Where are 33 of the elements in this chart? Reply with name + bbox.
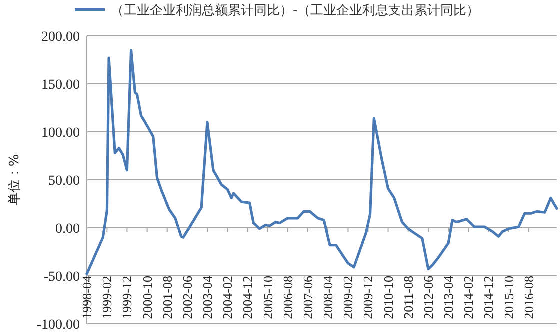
- y-tick-label: 100.00: [42, 126, 80, 141]
- x-tick-label: 2005-10: [260, 276, 276, 320]
- x-tick-label: 2012-06: [420, 276, 436, 320]
- y-tick-label: 150.00: [42, 78, 80, 93]
- y-tick-label: 50.00: [48, 174, 80, 189]
- x-tick-label: 2009-12: [360, 276, 376, 320]
- x-tick-label: 2008-04: [320, 276, 336, 320]
- x-tick-label: 2013-04: [441, 276, 456, 320]
- x-tick-label: 2000-10: [140, 276, 155, 320]
- x-tick-label: 2006-08: [280, 276, 296, 320]
- x-tick-label: 2002-06: [180, 276, 195, 320]
- y-tick-label: 0.00: [56, 222, 80, 237]
- x-tick-label: 2016-08: [521, 276, 536, 320]
- y-axis-title: 单位：%: [8, 154, 23, 206]
- x-tick-label: 1999-02: [100, 276, 115, 320]
- x-tick-label: 2014-12: [481, 276, 496, 320]
- x-tick-label: 2010-10: [380, 276, 396, 320]
- legend-label: （工业企业利润总额累计同比）-（工业企业利息支出累计同比）: [111, 4, 480, 19]
- x-tick-label: 2004-02: [220, 276, 236, 320]
- line-series: [86, 49, 558, 276]
- y-tick-label: -100.00: [36, 318, 80, 333]
- x-tick-label: 2014-02: [461, 276, 476, 320]
- x-tick-label: 2011-08: [400, 276, 416, 319]
- x-tick-label: 1998-04: [80, 276, 94, 320]
- x-tick-label: 2015-10: [501, 276, 516, 320]
- x-tick-label: 1999-12: [120, 276, 135, 320]
- y-tick-label: -50.00: [44, 270, 80, 285]
- x-tick-label: 2001-08: [160, 276, 175, 320]
- x-tick-label: 2004-12: [240, 276, 256, 320]
- x-tick-label: 2007-06: [300, 276, 316, 320]
- x-tick-label: 2003-04: [200, 276, 215, 320]
- y-tick-label: 200.00: [42, 30, 80, 45]
- x-tick-label: 2009-02: [340, 276, 356, 320]
